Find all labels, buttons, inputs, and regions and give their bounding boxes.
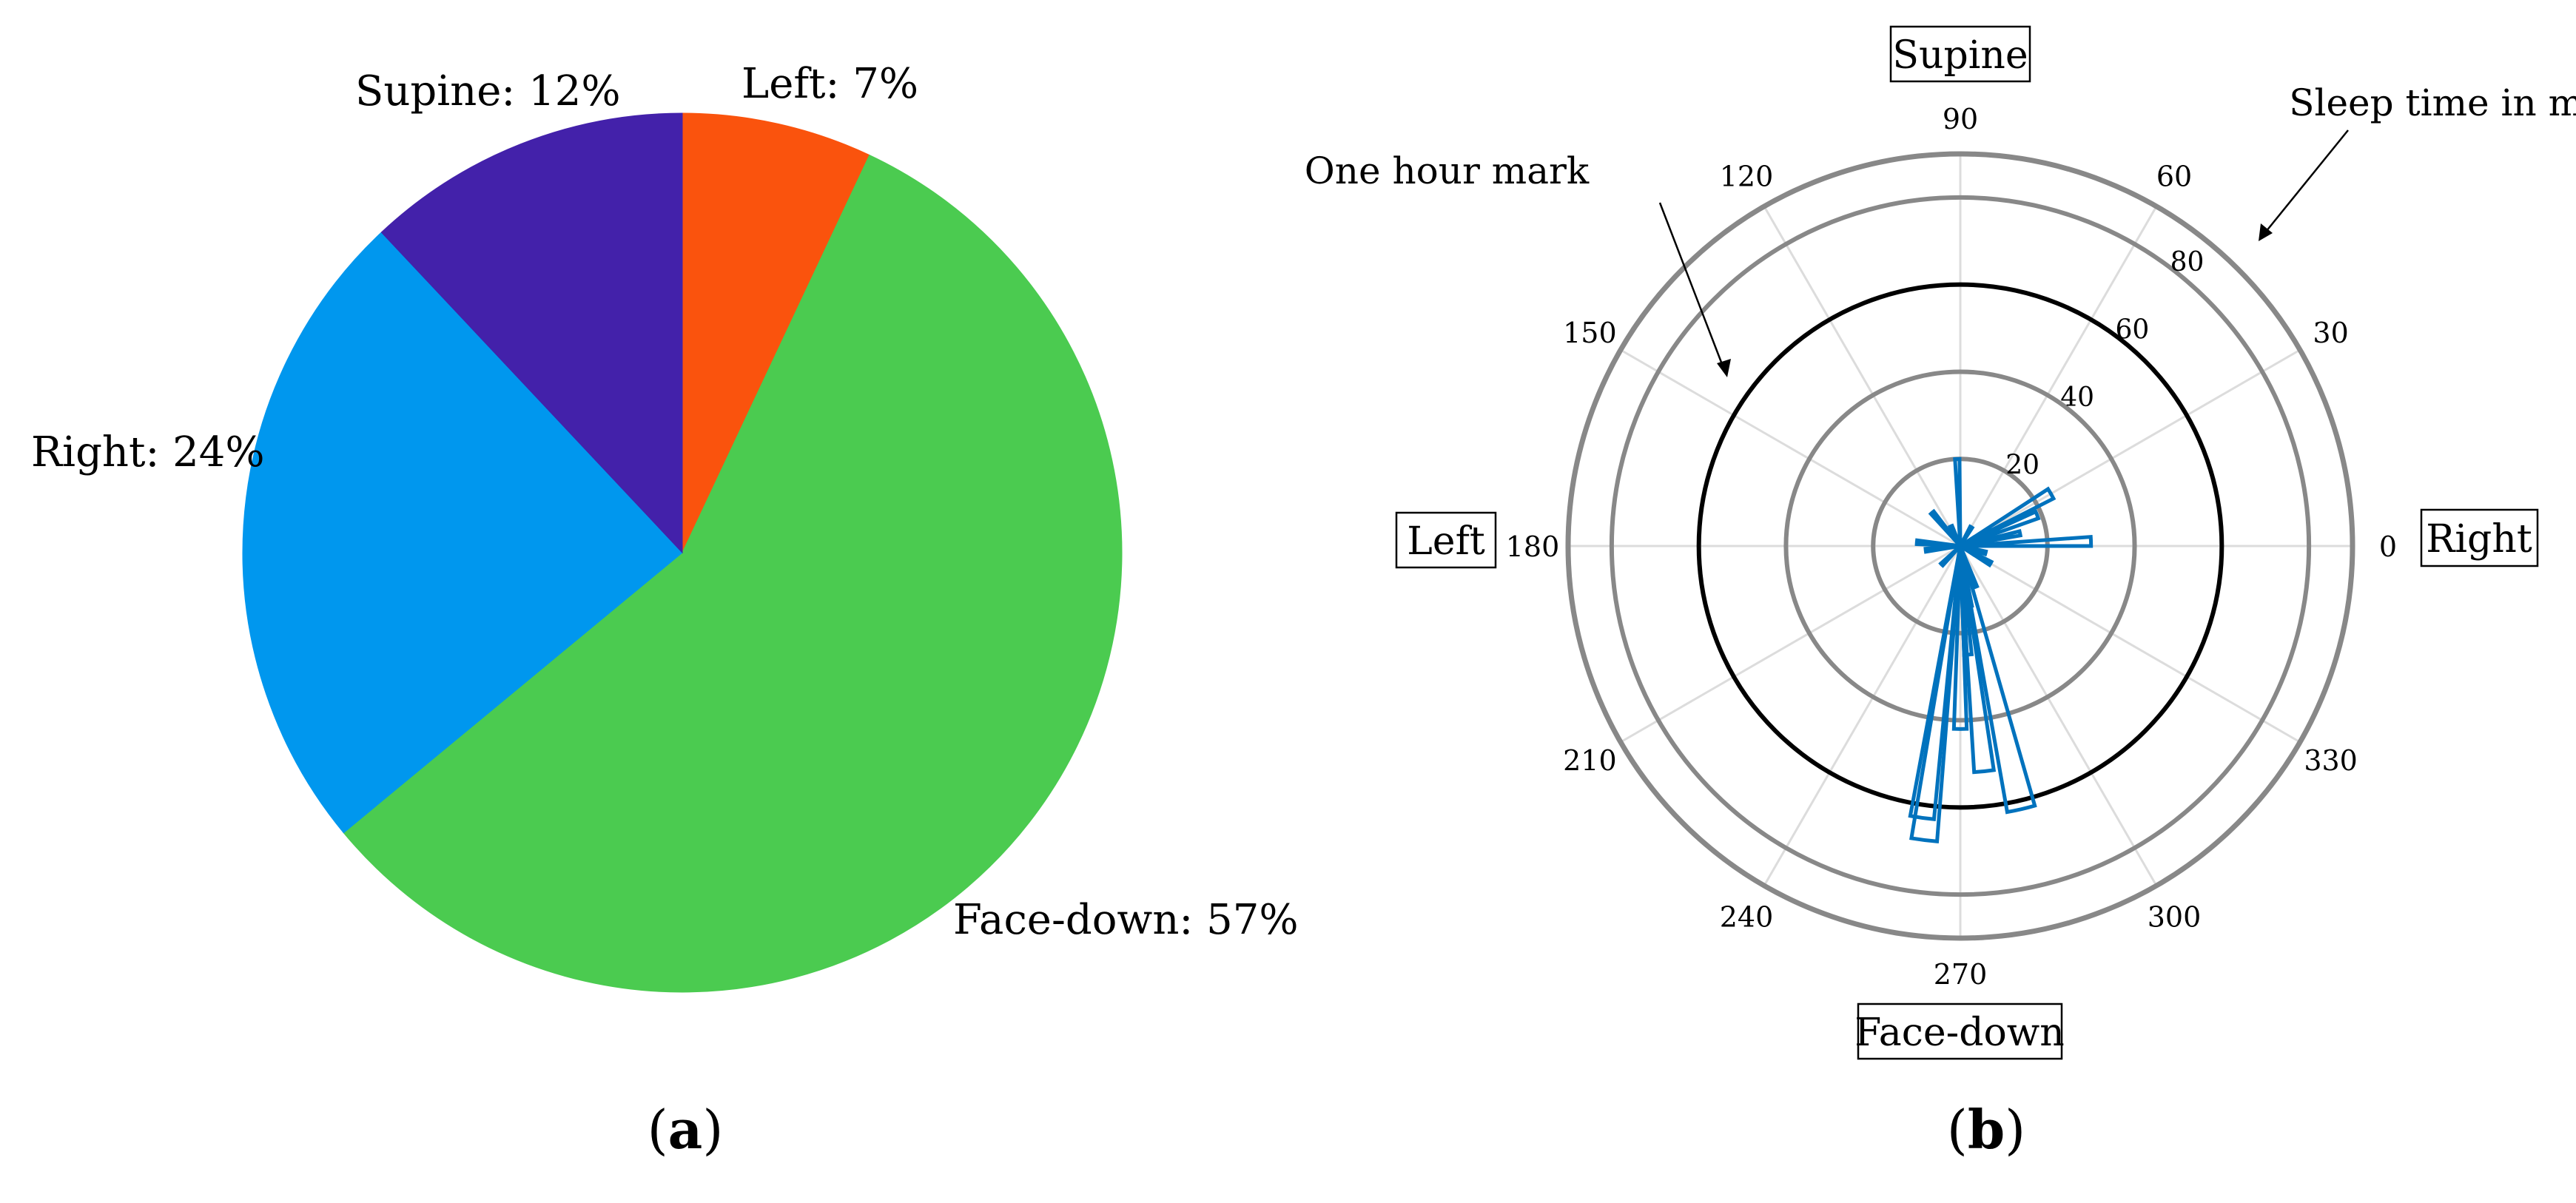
theta-tick-30: 30 bbox=[2313, 317, 2348, 349]
spoke-30 bbox=[1960, 348, 2301, 547]
pie-slice-left bbox=[682, 112, 870, 553]
theta-tick-300: 300 bbox=[2148, 901, 2202, 934]
r-tick-80: 80 bbox=[2170, 247, 2205, 277]
polar-bar-11 bbox=[1960, 529, 2023, 548]
ring-40 bbox=[1783, 369, 2137, 723]
pie-slice-supine bbox=[380, 112, 683, 554]
pie-slice-right bbox=[242, 232, 683, 834]
spoke-300 bbox=[1959, 545, 2158, 886]
polar-bar-13 bbox=[1928, 508, 1962, 547]
spoke-60 bbox=[1959, 206, 2158, 547]
r-tick-20: 20 bbox=[2005, 451, 2039, 481]
polar-bar-3 bbox=[1958, 545, 1997, 775]
polar-bar-4 bbox=[1951, 545, 1969, 731]
theta-tick-270: 270 bbox=[1934, 958, 1988, 991]
panel-a-caption: (a) bbox=[648, 1098, 724, 1161]
theta-tick-180: 180 bbox=[1506, 530, 1560, 563]
direction-label-face-down-text: Face-down bbox=[1854, 1011, 2065, 1055]
theta-tick-210: 210 bbox=[1563, 744, 1617, 777]
pie-labels: Left: 7% Supine: 12% Right: 24% Face-dow… bbox=[31, 60, 1299, 944]
direction-label-left: Left bbox=[1395, 511, 1497, 569]
pie-label-face-down: Face-down: 57% bbox=[953, 896, 1299, 944]
polar-r-ticks: 20 40 60 80 bbox=[2005, 247, 2204, 481]
polar-chart: 0 30 60 90 120 150 180 210 240 270 300 330 20 40 60 80… bbox=[1305, 25, 2576, 1161]
spoke-210 bbox=[1620, 545, 1961, 744]
theta-tick-150: 150 bbox=[1563, 317, 1617, 349]
r-tick-40: 40 bbox=[2060, 383, 2094, 413]
pie-slices bbox=[242, 112, 1123, 993]
pie-slice-face-down bbox=[343, 154, 1123, 993]
direction-label-face-down: Face-down bbox=[1854, 1002, 2065, 1060]
direction-label-left-text: Left bbox=[1407, 519, 1485, 564]
polar-bar-14 bbox=[1914, 538, 1961, 548]
direction-label-right: Right bbox=[2420, 508, 2539, 567]
annotation-one-hour: One hour mark bbox=[1305, 149, 1731, 377]
direction-label-supine-text: Supine bbox=[1892, 33, 2028, 78]
panel-b-letter: b bbox=[1968, 1098, 2005, 1161]
theta-tick-120: 120 bbox=[1720, 160, 1774, 192]
polar-spokes bbox=[1568, 154, 2353, 938]
polar-bar-16 bbox=[1959, 544, 1994, 568]
theta-tick-60: 60 bbox=[2156, 160, 2192, 192]
polar-bar-12 bbox=[1953, 456, 1963, 547]
polar-bar-17 bbox=[1960, 544, 1988, 557]
polar-bar-2 bbox=[1958, 545, 2037, 815]
theta-tick-330: 330 bbox=[2304, 744, 2358, 777]
r-tick-60: 60 bbox=[2115, 314, 2149, 345]
polar-bar-10 bbox=[1960, 535, 2094, 548]
annotation-one-hour-text: One hour mark bbox=[1305, 149, 1590, 192]
pie-label-right: Right: 24% bbox=[31, 428, 265, 476]
spoke-120 bbox=[1763, 206, 1962, 547]
one-hour-ring bbox=[1696, 282, 2224, 810]
polar-bars bbox=[1908, 456, 2094, 843]
ring-80 bbox=[1609, 195, 2312, 897]
polar-bar-6 bbox=[1958, 545, 1974, 609]
theta-tick-0: 0 bbox=[2379, 530, 2397, 563]
polar-bar-1 bbox=[1908, 545, 1963, 822]
panel-b-caption: (b) bbox=[1947, 1098, 2026, 1161]
polar-bar-8 bbox=[1959, 486, 2057, 548]
polar-bar-20 bbox=[1947, 523, 1963, 547]
pie-chart: Left: 7% Supine: 12% Right: 24% Face-dow… bbox=[31, 60, 1299, 1161]
annotation-sleep-time-text: Sleep time in minutes bbox=[2289, 81, 2576, 124]
polar-bar-15 bbox=[1923, 544, 1961, 554]
polar-theta-ticks: 0 30 60 90 120 150 180 210 240 270 300 330 bbox=[1506, 103, 2397, 991]
polar-bar-9 bbox=[1959, 509, 2041, 548]
annotation-sleep-time: Sleep time in minutes bbox=[2259, 81, 2576, 241]
spoke-240 bbox=[1763, 545, 1962, 886]
polar-bar-19 bbox=[1958, 524, 1975, 547]
polar-bar-7 bbox=[1958, 545, 1980, 590]
polar-bar-5 bbox=[1958, 545, 1974, 657]
spoke-150 bbox=[1620, 348, 1961, 547]
theta-tick-240: 240 bbox=[1720, 901, 1774, 934]
outer-ring bbox=[1565, 151, 2355, 941]
theta-tick-90: 90 bbox=[1943, 103, 1978, 135]
pie-label-left: Left: 7% bbox=[741, 60, 918, 108]
polar-bar-18 bbox=[1938, 545, 1962, 568]
direction-label-right-text: Right bbox=[2426, 517, 2532, 562]
direction-label-supine: Supine bbox=[1889, 25, 2031, 83]
polar-bar-0 bbox=[1909, 545, 1963, 843]
pie-label-supine: Supine: 12% bbox=[355, 67, 621, 115]
spoke-330 bbox=[1960, 545, 2301, 744]
panel-a-letter: a bbox=[668, 1098, 703, 1161]
